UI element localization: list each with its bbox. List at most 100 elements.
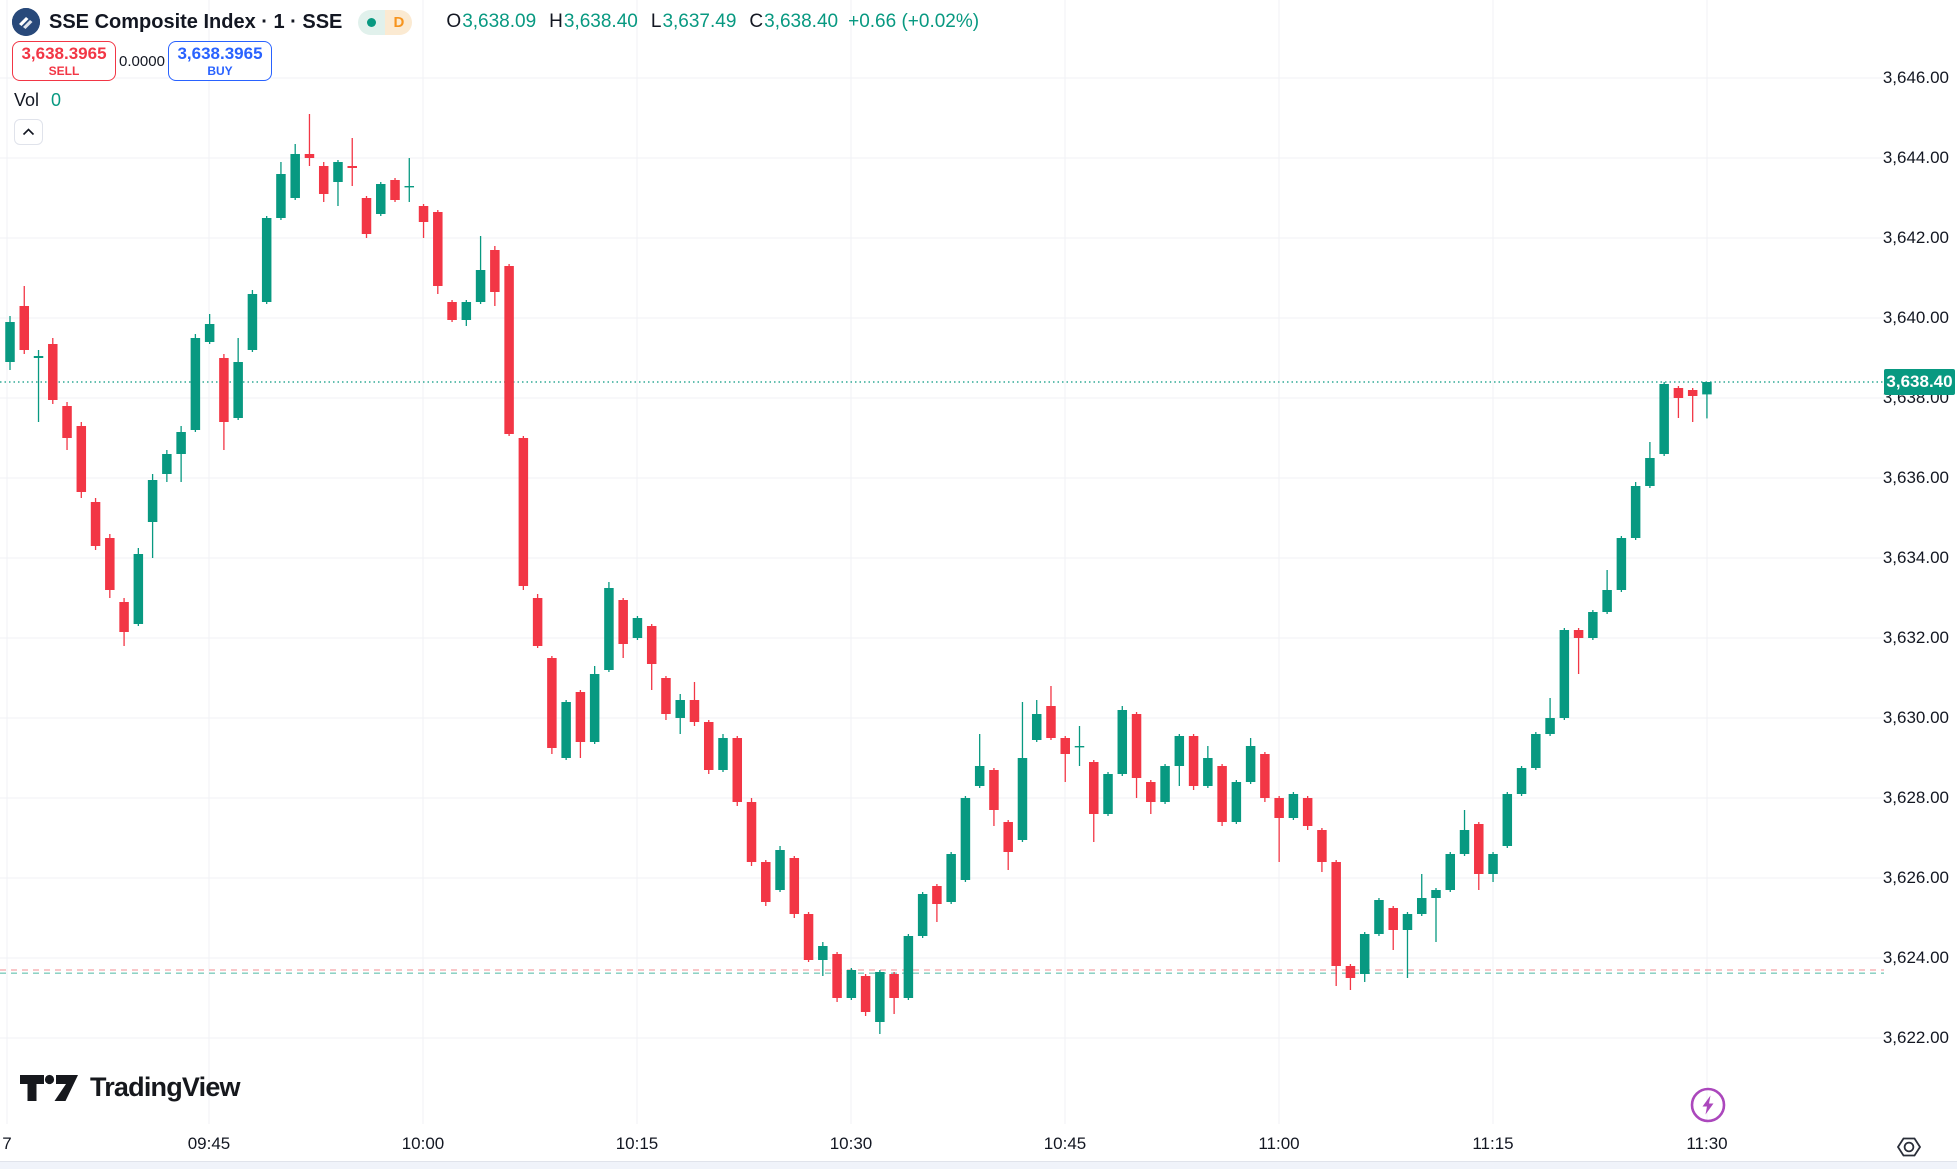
candle	[1345, 966, 1356, 978]
collapse-panel-button[interactable]	[14, 119, 43, 145]
candle	[1545, 718, 1555, 734]
candlestick-chart[interactable]	[0, 0, 1884, 1124]
candle	[903, 936, 914, 998]
candle	[1260, 754, 1270, 798]
price-axis-label: 3,640.00	[1882, 308, 1949, 327]
candle	[390, 180, 400, 200]
price-axis[interactable]: 3,646.00 3,644.00 3,642.00 3,640.00 3,638.00…	[1882, 0, 1957, 1124]
candle	[1388, 908, 1398, 930]
time-axis-label: 10:00	[401, 1134, 445, 1153]
candle	[1630, 486, 1641, 538]
price-axis-label: 3,646.00	[1882, 68, 1949, 87]
candle	[133, 554, 144, 624]
time-axis[interactable]: 7 09:45 10:00 10:15 10:30 10:45 11:00 11:15 11:3…	[0, 1124, 1957, 1162]
chevron-up-icon	[22, 128, 35, 136]
candle	[447, 302, 457, 320]
interval-badge[interactable]: D	[358, 9, 413, 35]
candle	[147, 480, 158, 522]
candle	[276, 174, 286, 218]
candle	[1516, 768, 1527, 794]
spread-value: 0.0000	[119, 52, 165, 70]
candle	[875, 972, 885, 1022]
quick-trade-button[interactable]	[1688, 1085, 1728, 1125]
candle	[1003, 822, 1013, 852]
candle	[247, 294, 258, 350]
candle	[76, 426, 87, 492]
candle	[1231, 782, 1242, 822]
candle	[547, 658, 557, 748]
candle	[1074, 746, 1085, 748]
candle	[604, 588, 614, 670]
candle	[19, 306, 30, 350]
candle	[461, 302, 472, 320]
candle	[1659, 384, 1669, 454]
candle	[376, 184, 386, 214]
candle	[304, 154, 315, 158]
candle	[1616, 538, 1627, 590]
symbol-title[interactable]: SSE Composite Index · 1 · SSE	[49, 10, 343, 33]
candle	[1217, 766, 1227, 822]
candle	[1117, 710, 1128, 774]
sell-button[interactable]: 3,638.3965 SELL	[12, 41, 116, 81]
price-axis-label: 3,634.00	[1882, 548, 1949, 567]
candle	[832, 954, 842, 998]
candle	[1687, 390, 1698, 396]
candle	[575, 692, 586, 742]
candle	[347, 166, 357, 168]
candle	[1359, 934, 1370, 974]
candle	[661, 678, 671, 714]
tradingview-brand-text: TradingView	[90, 1072, 241, 1102]
price-axis-label: 3,626.00	[1882, 868, 1949, 887]
interval-badge-label: D	[385, 9, 413, 35]
candle	[290, 154, 300, 198]
lightning-icon	[1690, 1087, 1726, 1123]
candle	[318, 166, 329, 194]
candle	[1488, 854, 1498, 874]
candle	[1288, 794, 1299, 818]
time-axis-label: 11:15	[1472, 1134, 1514, 1153]
candle	[989, 770, 999, 810]
candle	[190, 338, 201, 430]
candle	[932, 886, 942, 904]
candle	[504, 266, 514, 434]
candle	[1031, 714, 1042, 740]
candle	[1017, 758, 1028, 840]
candle	[204, 324, 215, 342]
vol-label: Vol	[14, 90, 40, 110]
tradingview-mark-icon	[20, 1074, 78, 1101]
time-axis-label: 11:30	[1686, 1134, 1728, 1153]
candle	[1531, 734, 1541, 768]
candle	[404, 186, 415, 188]
time-axis-settings-button[interactable]	[1894, 1134, 1924, 1160]
candle	[233, 362, 243, 418]
candle	[946, 854, 956, 902]
sse-logo-icon	[12, 8, 40, 36]
candle	[589, 674, 600, 742]
price-axis-label: 3,632.00	[1882, 628, 1949, 647]
candle	[1060, 738, 1070, 754]
candle	[532, 598, 543, 646]
candle	[960, 798, 971, 880]
time-axis-label: 09:45	[187, 1134, 231, 1153]
tradingview-logo[interactable]: TradingView	[20, 1072, 241, 1103]
candle	[1160, 766, 1170, 802]
high-label: H	[549, 11, 563, 32]
open-label: O	[446, 11, 462, 32]
candle	[490, 250, 500, 292]
buy-button[interactable]: 3,638.3965 BUY	[168, 41, 272, 81]
sell-price: 3,638.3965	[21, 44, 107, 63]
candle	[1274, 798, 1284, 818]
candle	[889, 974, 899, 998]
ohlc-values: O 3,638.09 H 3,638.40 L 3,637.49 C 3,638.40 …	[446, 11, 979, 33]
candle	[1317, 830, 1327, 862]
candle	[1445, 854, 1456, 890]
candle	[1374, 900, 1384, 934]
close-label: C	[749, 11, 764, 32]
candle	[1459, 830, 1470, 854]
candle	[1174, 736, 1185, 766]
candle	[1559, 630, 1570, 718]
candle	[1103, 774, 1113, 814]
candle	[162, 454, 172, 474]
candle	[675, 700, 685, 718]
candle	[1331, 862, 1341, 966]
